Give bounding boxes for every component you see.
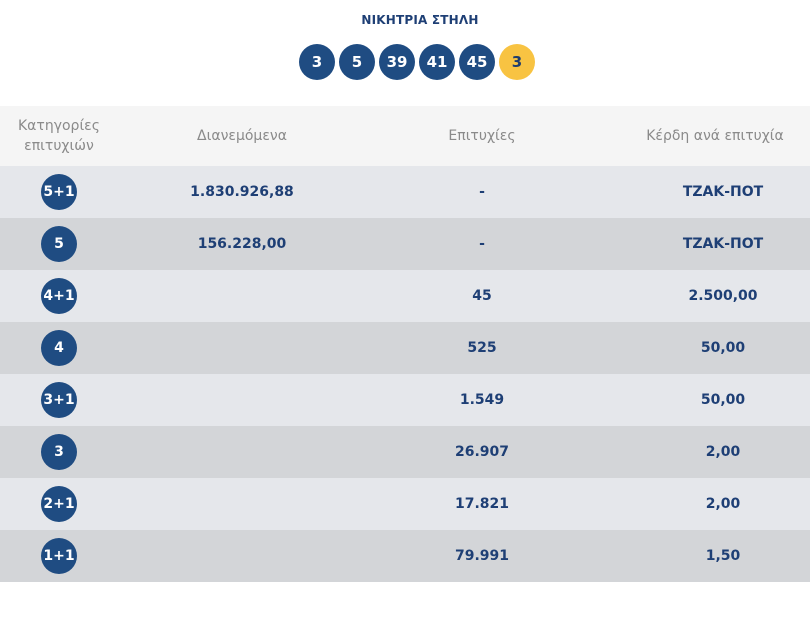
- table-row: 3+1 1.549 50,00: [0, 374, 810, 426]
- table-row: 2+1 17.821 2,00: [0, 478, 810, 530]
- number-ball: 45: [459, 44, 495, 80]
- distributed-cell: [152, 426, 332, 478]
- column-header-prize: Κέρδη ανά επιτυχία: [646, 128, 784, 144]
- distributed-cell: [152, 478, 332, 530]
- prize-cell: 1,50: [705, 548, 741, 564]
- column-header-category: Κατηγορίες επιτυχιών: [18, 118, 100, 154]
- wins-cell: 1.549: [459, 392, 505, 408]
- wins-cell: 45: [472, 288, 492, 304]
- category-badge: 5+1: [41, 174, 77, 210]
- category-badge: 5: [41, 226, 77, 262]
- distributed-cell: [152, 374, 332, 426]
- prize-cell: ΤΖΑΚ-ΠΟΤ: [682, 236, 764, 252]
- distributed-cell: [152, 530, 332, 582]
- table-row: 5 156.228,00 - ΤΖΑΚ-ΠΟΤ: [0, 218, 810, 270]
- winning-column-title: ΝΙΚΗΤΡΙΑ ΣΤΗΛΗ: [361, 13, 479, 27]
- number-ball: 5: [339, 44, 375, 80]
- winning-numbers: 3 5 39 41 45 3: [299, 44, 535, 80]
- wins-cell: 26.907: [454, 444, 510, 460]
- wins-cell: -: [479, 184, 485, 200]
- number-ball: 39: [379, 44, 415, 80]
- wins-cell: 79.991: [454, 548, 510, 564]
- category-badge: 4+1: [41, 278, 77, 314]
- distributed-cell: 1.830.926,88: [190, 184, 294, 200]
- wins-cell: 525: [467, 340, 497, 356]
- category-badge: 3: [41, 434, 77, 470]
- number-ball: 3: [299, 44, 335, 80]
- column-header-distributed: Διανεμόμενα: [197, 128, 287, 144]
- joker-ball: 3: [499, 44, 535, 80]
- number-ball: 41: [419, 44, 455, 80]
- category-badge: 2+1: [41, 486, 77, 522]
- wins-cell: -: [479, 236, 485, 252]
- column-header-wins: Επιτυχίες: [448, 128, 516, 144]
- prize-table: Κατηγορίες επιτυχιών Διανεμόμενα Επιτυχί…: [0, 106, 810, 582]
- prize-cell: 2,00: [705, 444, 741, 460]
- category-badge: 4: [41, 330, 77, 366]
- distributed-cell: [152, 270, 332, 322]
- prize-cell: 2,00: [705, 496, 741, 512]
- table-row: 4+1 45 2.500,00: [0, 270, 810, 322]
- wins-cell: 17.821: [454, 496, 510, 512]
- table-row: 4 525 50,00: [0, 322, 810, 374]
- table-row: 3 26.907 2,00: [0, 426, 810, 478]
- distributed-cell: 156.228,00: [197, 236, 287, 252]
- prize-cell: ΤΖΑΚ-ΠΟΤ: [682, 184, 764, 200]
- prize-cell: 2.500,00: [688, 288, 758, 304]
- table-header: Κατηγορίες επιτυχιών Διανεμόμενα Επιτυχί…: [0, 106, 810, 166]
- prize-cell: 50,00: [700, 392, 746, 408]
- distributed-cell: [152, 322, 332, 374]
- category-badge: 3+1: [41, 382, 77, 418]
- category-badge: 1+1: [41, 538, 77, 574]
- table-row: 1+1 79.991 1,50: [0, 530, 810, 582]
- table-row: 5+1 1.830.926,88 - ΤΖΑΚ-ΠΟΤ: [0, 166, 810, 218]
- prize-cell: 50,00: [700, 340, 746, 356]
